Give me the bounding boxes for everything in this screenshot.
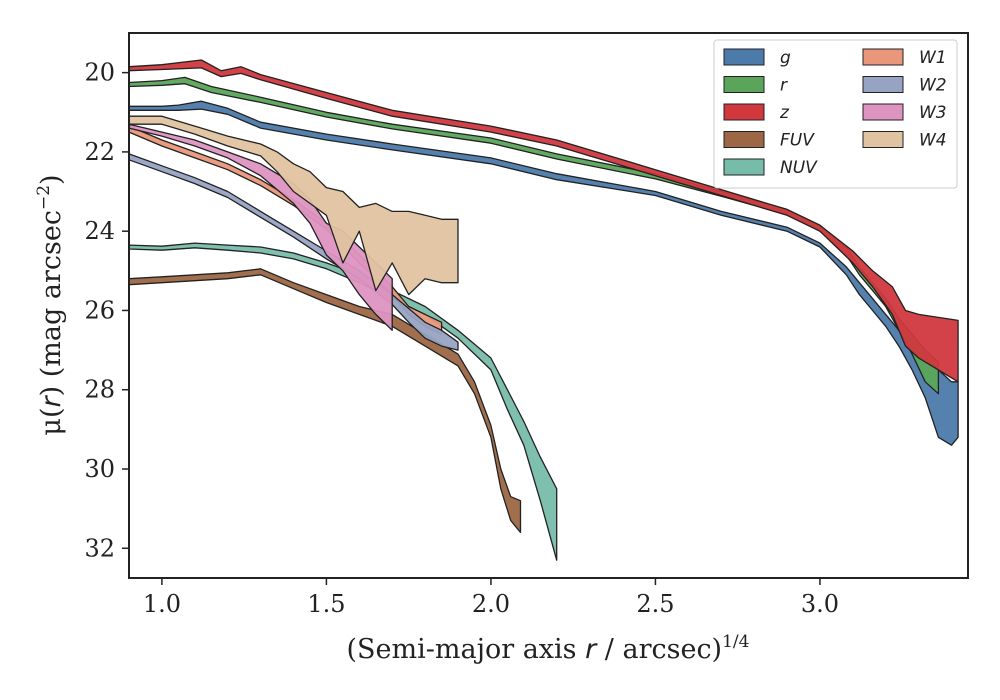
legend-label-w3: W3 <box>919 103 947 123</box>
x-tick-label: 1.0 <box>143 590 181 618</box>
legend-label-z: z <box>779 103 790 123</box>
legend-label-w1: W1 <box>919 48 947 68</box>
legend-swatch-w2 <box>862 76 904 93</box>
legend-swatch-w3 <box>862 103 904 121</box>
legend-swatch-fuv <box>723 131 765 148</box>
legend-swatch-nuv <box>723 158 765 176</box>
band-fuv <box>128 268 522 534</box>
legend-label-nuv: NUV <box>780 158 818 178</box>
legend-label-w4: W4 <box>919 131 947 151</box>
band-nuv <box>128 242 558 561</box>
x-axis: 1.0 1.5 2.0 2.5 3.0 <box>143 578 839 618</box>
y-tick-label: 32 <box>84 534 115 562</box>
y-tick-label: 22 <box>84 138 115 166</box>
y-tick-label: 26 <box>84 296 115 324</box>
band-w4 <box>128 115 459 296</box>
legend-swatch-z <box>723 103 765 121</box>
plot-frame <box>128 32 969 579</box>
legend-label-r: r <box>780 76 788 96</box>
legend-label-fuv: FUV <box>780 131 815 151</box>
legend-label-g: g <box>780 48 791 68</box>
x-tick-label: 2.0 <box>472 590 510 618</box>
y-axis: 20 22 24 26 28 30 32 <box>84 59 129 562</box>
bands-layer <box>128 59 959 561</box>
legend-swatch-r <box>723 76 765 93</box>
x-tick-label: 1.5 <box>307 590 345 618</box>
legend: grz FUV NUV W1 W2 W3 W4 <box>713 39 958 189</box>
y-tick-label: 28 <box>84 376 115 404</box>
x-tick-label: 2.5 <box>636 590 674 618</box>
y-tick-label: 30 <box>84 455 115 483</box>
y-axis-label: μ(r) (mag arcsec−2) <box>34 174 67 435</box>
x-tick-label: 3.0 <box>801 590 839 618</box>
legend-swatch-g <box>723 48 765 66</box>
band-r <box>128 76 940 395</box>
band-z <box>128 59 959 383</box>
legend-swatch-w1 <box>862 48 904 66</box>
x-axis-label: (Semi-major axis r / arcsec)1/4 <box>347 632 750 665</box>
y-tick-label: 24 <box>84 217 115 245</box>
y-tick-label: 20 <box>84 59 115 87</box>
legend-label-w2: W2 <box>919 76 947 96</box>
legend-swatch-w4 <box>862 131 904 148</box>
band-w2 <box>128 153 459 351</box>
band-g <box>128 100 959 446</box>
band-w3 <box>128 123 393 331</box>
